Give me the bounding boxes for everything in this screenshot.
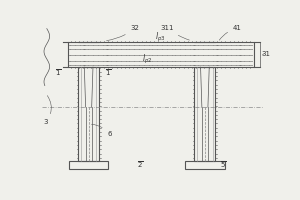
Text: 31: 31 — [262, 51, 271, 57]
Text: 311: 311 — [161, 25, 190, 40]
Bar — [78, 67, 99, 161]
Text: $\overline{1}$: $\overline{1}$ — [55, 68, 62, 78]
Text: 41: 41 — [219, 25, 242, 40]
Text: $\overline{2}$: $\overline{2}$ — [136, 160, 143, 170]
Bar — [69, 161, 108, 169]
Text: 3: 3 — [43, 96, 51, 125]
Bar — [68, 42, 254, 67]
Text: $l_{p2}$: $l_{p2}$ — [142, 53, 152, 66]
Text: $l_{p3}$: $l_{p3}$ — [155, 31, 166, 44]
Bar — [185, 161, 225, 169]
Text: $\overline{1}$: $\overline{1}$ — [105, 68, 112, 78]
Text: 6: 6 — [92, 124, 112, 137]
Text: $\overline{5}$: $\overline{5}$ — [220, 160, 227, 170]
Bar — [194, 67, 215, 161]
Text: 32: 32 — [106, 25, 140, 41]
